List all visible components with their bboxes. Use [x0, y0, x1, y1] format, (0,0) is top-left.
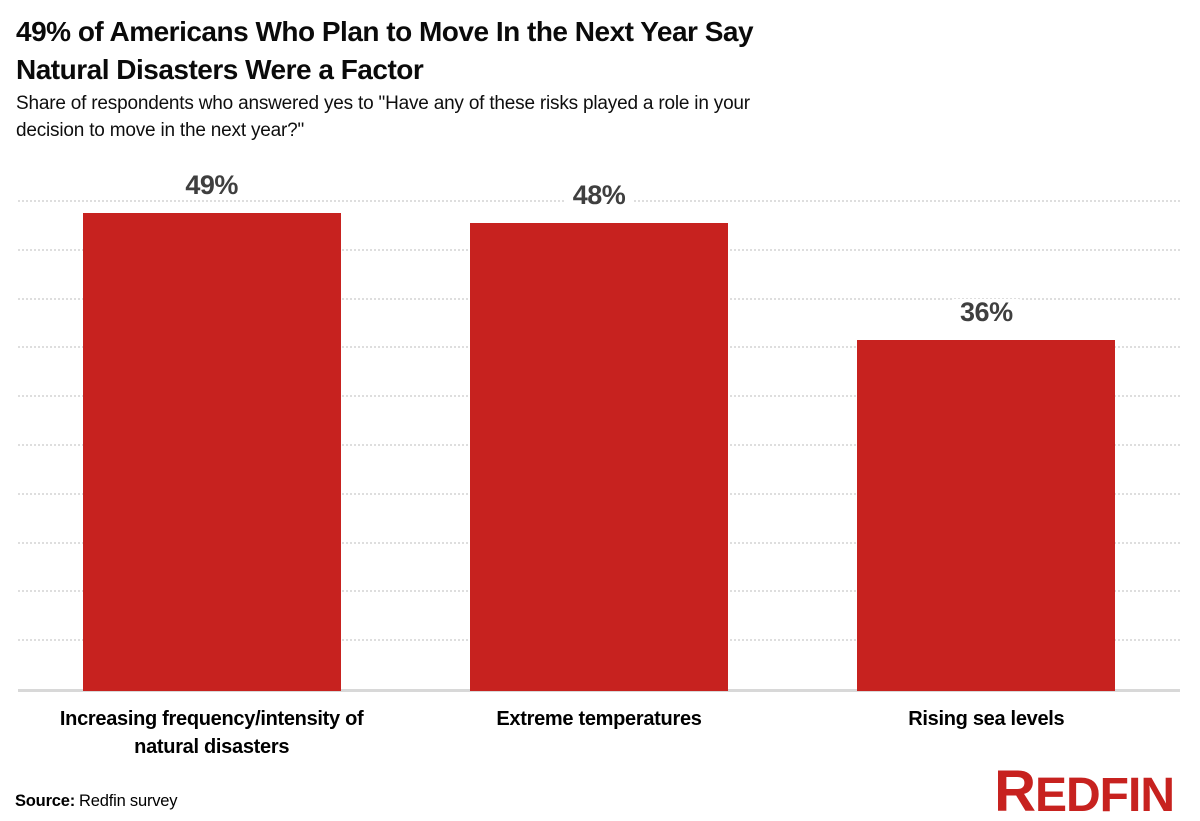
category-labels: Increasing frequency/intensity of natura… [18, 705, 1180, 761]
category-label-2: Extreme temperatures [405, 705, 792, 761]
chart-title-line-2: Natural Disasters Were a Factor [16, 54, 424, 85]
bar-value-label-1: 49% [178, 171, 245, 199]
chart-title-line-1: 49% of Americans Who Plan to Move In the… [16, 16, 754, 47]
columns: 49% 48% 36% [18, 171, 1180, 691]
chart-subtitle-line-2: decision to move in the next year?" [16, 120, 305, 141]
bar-column-2: 48% [405, 181, 792, 691]
category-label-text-2: Extreme temperatures [496, 708, 702, 730]
source-text: Redfin survey [79, 792, 178, 810]
redfin-logo-rest: EDFIN [1035, 769, 1175, 821]
chart-title: 49% of Americans Who Plan to Move In the… [16, 13, 754, 89]
bar-3: 36% [857, 298, 1116, 691]
bar-column-1: 49% [18, 171, 405, 691]
category-label-text-3: Rising sea levels [908, 708, 1065, 730]
bar-1: 49% [82, 171, 341, 691]
chart-subtitle: Share of respondents who answered yes to… [16, 90, 750, 144]
source-line: Source: Redfin survey [15, 791, 178, 811]
bar-value-label-2: 48% [565, 181, 633, 209]
bar-2: 48% [469, 181, 728, 691]
source-label: Source: [15, 792, 76, 810]
chart-subtitle-line-1: Share of respondents who answered yes to… [16, 93, 750, 114]
category-label-text-1: Increasing frequency/intensity of natura… [59, 708, 364, 758]
category-label-3: Rising sea levels [793, 705, 1180, 761]
category-label-1: Increasing frequency/intensity of natura… [18, 705, 405, 761]
bar-value-label-3: 36% [953, 298, 1020, 326]
redfin-logo: REDFIN [994, 763, 1175, 821]
redfin-logo-letter-r: R [994, 759, 1036, 821]
plot-area: 49% 48% 36% [18, 171, 1180, 692]
bar-column-3: 36% [793, 203, 1180, 691]
